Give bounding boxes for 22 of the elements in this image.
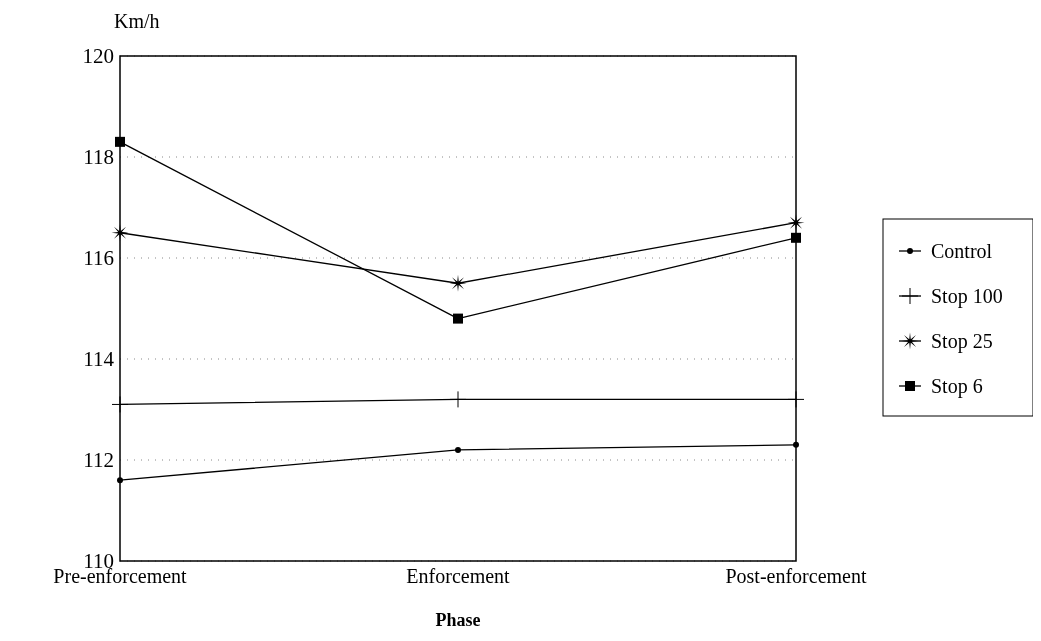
x-tick-label: Post-enforcement — [725, 565, 867, 587]
point — [453, 313, 463, 324]
y-tick-label: 118 — [83, 145, 114, 170]
point — [787, 390, 805, 408]
legend-label: Stop 25 — [931, 330, 993, 353]
y-tick-label: 112 — [83, 448, 114, 473]
point — [791, 232, 801, 243]
point — [115, 136, 125, 147]
y-tick-label: 116 — [83, 246, 114, 271]
y-tick-label: 120 — [82, 44, 114, 69]
point — [449, 390, 467, 408]
legend-label: Control — [931, 240, 993, 262]
point — [117, 477, 123, 484]
legend-label: Stop 100 — [931, 285, 1003, 308]
point — [455, 446, 461, 453]
y-axis-title: Km/h — [114, 10, 160, 32]
legend-label: Stop 6 — [931, 375, 983, 398]
point — [793, 441, 799, 448]
y-tick-label: 114 — [83, 347, 115, 372]
x-axis-title: Phase — [435, 610, 481, 630]
x-tick-label: Enforcement — [406, 565, 511, 587]
point — [111, 395, 129, 413]
